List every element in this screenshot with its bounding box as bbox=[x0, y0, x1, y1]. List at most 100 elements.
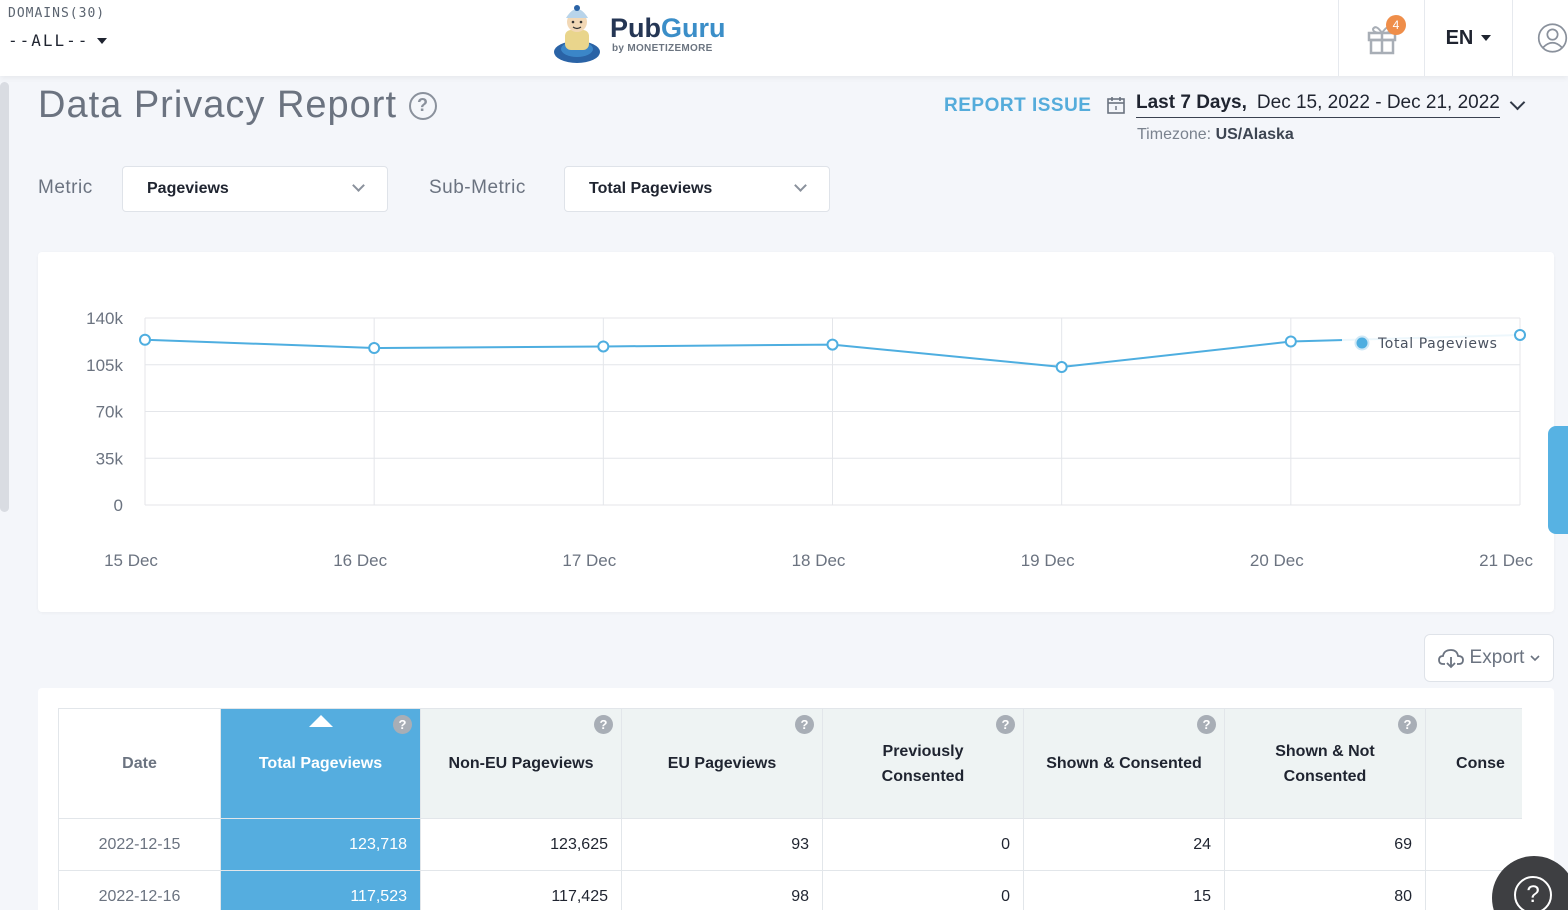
cloud-download-icon bbox=[1437, 649, 1464, 669]
data-point bbox=[597, 340, 610, 353]
data-point bbox=[368, 342, 381, 355]
column-header[interactable]: Non-EU Pageviews? bbox=[421, 709, 622, 819]
logo-name-pub: Pub bbox=[610, 12, 661, 43]
help-icon[interactable]: ? bbox=[996, 715, 1015, 734]
column-header[interactable]: EU Pageviews? bbox=[622, 709, 823, 819]
domains-filter[interactable]: DOMAINS(30) --ALL-- bbox=[8, 6, 108, 50]
domains-value: --ALL-- bbox=[8, 31, 90, 50]
date-preset: Last 7 Days, bbox=[1136, 92, 1247, 113]
metric-value: Pageviews bbox=[147, 180, 229, 197]
y-tick-label: 0 bbox=[114, 496, 123, 515]
help-icon[interactable]: ? bbox=[393, 715, 412, 734]
column-header-label: Shown & Consented bbox=[1046, 755, 1202, 772]
calendar-icon bbox=[1107, 97, 1125, 114]
table-cell: 117,425 bbox=[421, 871, 622, 910]
user-icon bbox=[1537, 23, 1568, 53]
chevron-down-icon bbox=[352, 179, 365, 192]
table-cell: 2022-12-15 bbox=[59, 819, 221, 871]
table-cell: 80 bbox=[1225, 871, 1426, 910]
column-header[interactable]: Conse bbox=[1426, 709, 1522, 819]
export-button[interactable]: Export bbox=[1424, 634, 1554, 682]
legend-marker bbox=[1354, 335, 1370, 351]
x-tick-label: 16 Dec bbox=[333, 551, 387, 570]
date-range-value: Dec 15, 2022 - Dec 21, 2022 bbox=[1256, 92, 1500, 113]
x-tick-label: 19 Dec bbox=[1021, 551, 1075, 570]
x-tick-label: 21 Dec bbox=[1479, 551, 1533, 570]
data-point bbox=[1514, 328, 1526, 341]
x-tick-label: 18 Dec bbox=[792, 551, 846, 570]
gift-button[interactable]: 4 bbox=[1338, 0, 1424, 76]
column-header[interactable]: Shown & Consented? bbox=[1024, 709, 1225, 819]
table-cell bbox=[1426, 819, 1522, 871]
domains-label: DOMAINS(30) bbox=[8, 6, 106, 21]
sort-ascending-icon[interactable] bbox=[309, 715, 333, 727]
timezone-value: US/Alaska bbox=[1215, 126, 1294, 143]
user-menu-button[interactable] bbox=[1512, 0, 1568, 76]
table-cell: 69 bbox=[1225, 819, 1426, 871]
table-cell: 98 bbox=[622, 871, 823, 910]
column-header-label: Total Pageviews bbox=[258, 755, 383, 772]
help-icon[interactable]: ? bbox=[1197, 715, 1216, 734]
page-scrollbar[interactable] bbox=[0, 82, 9, 512]
y-tick-label: 140k bbox=[86, 309, 123, 328]
x-tick-label: 20 Dec bbox=[1250, 551, 1304, 570]
data-point bbox=[1055, 361, 1068, 374]
question-icon: ? bbox=[1514, 876, 1552, 910]
help-icon[interactable]: ? bbox=[594, 715, 613, 734]
language-value: EN bbox=[1445, 26, 1474, 49]
table-cell: 0 bbox=[823, 819, 1024, 871]
chart-card: 0 35k 70k 105k 140k 15 Dec 16 Dec 17 Dec 18 Dec 1… bbox=[38, 252, 1554, 612]
column-header[interactable]: Date bbox=[59, 709, 221, 819]
x-tick-label: 15 Dec bbox=[104, 551, 158, 570]
language-select[interactable]: EN bbox=[1424, 0, 1512, 76]
table-cell: 24 bbox=[1024, 819, 1225, 871]
data-point bbox=[826, 338, 839, 351]
top-header: DOMAINS(30) --ALL-- PubGuru by MONETIZEM… bbox=[0, 0, 1568, 76]
page-title: Data Privacy Report ? bbox=[38, 84, 438, 127]
x-tick-label: 17 Dec bbox=[562, 551, 616, 570]
data-point bbox=[139, 333, 151, 346]
column-header[interactable]: Shown & Not Consented? bbox=[1225, 709, 1426, 819]
guru-mascot-icon bbox=[554, 5, 600, 63]
timezone-info: Timezone: US/Alaska bbox=[1137, 126, 1294, 144]
submetric-label: Sub-Metric bbox=[429, 177, 526, 198]
submetric-select[interactable]: Total Pageviews bbox=[564, 166, 830, 212]
caret-down-icon bbox=[1481, 35, 1492, 41]
domains-select[interactable]: --ALL-- bbox=[8, 31, 108, 50]
logo-name-guru: Guru bbox=[661, 12, 726, 43]
help-icon[interactable]: ? bbox=[795, 715, 814, 734]
column-header-label: Date bbox=[122, 755, 157, 772]
feedback-side-tab[interactable] bbox=[1548, 426, 1568, 534]
logo-tagline: by MONETIZEMORE bbox=[612, 42, 713, 54]
column-header[interactable]: Previously Consented? bbox=[823, 709, 1024, 819]
help-icon[interactable]: ? bbox=[1398, 715, 1417, 734]
timezone-label: Timezone: bbox=[1137, 126, 1212, 143]
table-cell: 15 bbox=[1024, 871, 1225, 910]
table-cell: 123,718 bbox=[221, 819, 421, 871]
chevron-down-icon bbox=[1530, 655, 1541, 662]
table-card: Date Total Pageviews? Non-EU Pageviews? EU … bbox=[38, 688, 1554, 910]
export-label: Export bbox=[1469, 647, 1525, 668]
table-header-row: Date Total Pageviews? Non-EU Pageviews? EU … bbox=[59, 709, 1522, 819]
data-privacy-table: Date Total Pageviews? Non-EU Pageviews? EU … bbox=[58, 708, 1522, 910]
metric-select[interactable]: Pageviews bbox=[122, 166, 388, 212]
chevron-down-icon bbox=[1509, 94, 1526, 110]
submetric-value: Total Pageviews bbox=[589, 180, 713, 197]
table-cell: 0 bbox=[823, 871, 1024, 910]
y-tick-label: 35k bbox=[96, 449, 124, 468]
help-icon[interactable]: ? bbox=[409, 91, 438, 120]
legend-label: Total Pageviews bbox=[1377, 336, 1498, 352]
column-header-label: Shown & Not Consented bbox=[1275, 742, 1375, 785]
header-actions: 4 EN bbox=[1338, 0, 1568, 76]
column-header[interactable]: Total Pageviews? bbox=[221, 709, 421, 819]
pubguru-logo[interactable]: PubGuru by MONETIZEMORE bbox=[552, 2, 726, 64]
column-header-label: Non-EU Pageviews bbox=[448, 755, 594, 772]
date-range-picker[interactable]: Last 7 Days, Dec 15, 2022 - Dec 21, 2022 bbox=[1106, 92, 1526, 118]
column-header-label: Previously Consented bbox=[881, 742, 965, 785]
table-cell: 93 bbox=[622, 819, 823, 871]
date-range-text: Last 7 Days, Dec 15, 2022 - Dec 21, 2022 bbox=[1136, 92, 1500, 118]
pageviews-line-chart: 0 35k 70k 105k 140k 15 Dec 16 Dec 17 Dec 18 Dec 1… bbox=[86, 309, 1533, 570]
y-tick-label: 105k bbox=[86, 356, 123, 375]
table-row: 2022-12-16 117,523 117,425 98 0 15 80 bbox=[59, 871, 1522, 910]
report-issue-link[interactable]: REPORT ISSUE bbox=[944, 95, 1092, 116]
